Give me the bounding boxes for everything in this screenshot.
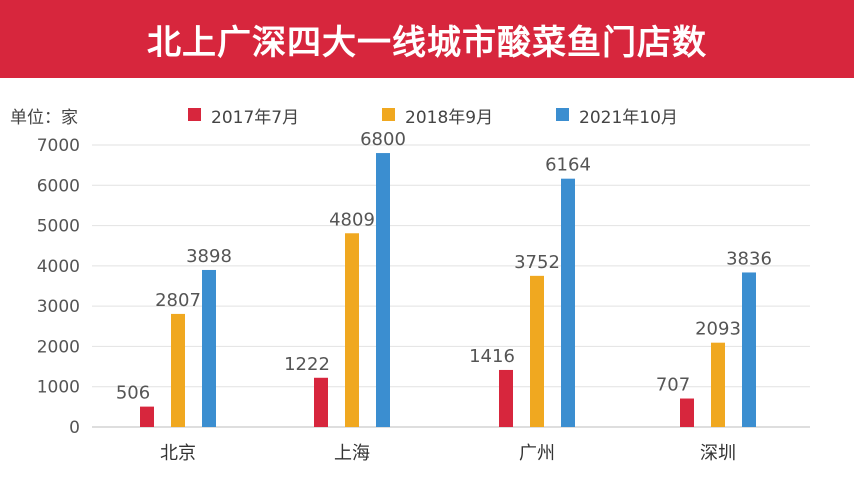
y-tick-label: 5000	[37, 217, 80, 237]
y-tick-label: 2000	[37, 337, 80, 357]
bar	[140, 406, 154, 427]
data-label: 707	[656, 375, 690, 396]
legend-label: 2017年7月	[211, 108, 299, 128]
bar	[314, 377, 328, 427]
data-label: 4809	[329, 209, 375, 230]
bar	[171, 313, 185, 427]
y-tick-label: 0	[69, 418, 80, 438]
data-label: 2093	[695, 319, 741, 340]
data-label: 6164	[545, 155, 591, 176]
y-tick-label: 3000	[37, 297, 80, 317]
y-tick-label: 7000	[37, 136, 80, 156]
chart-title: 北上广深四大一线城市酸菜鱼门店数	[147, 22, 707, 63]
legend-swatch	[188, 108, 201, 121]
x-category-label: 广州	[519, 443, 555, 464]
bar	[742, 272, 756, 427]
data-label: 3898	[186, 246, 232, 267]
data-label: 3836	[726, 248, 772, 269]
bar	[530, 275, 544, 427]
data-label: 506	[116, 383, 150, 404]
data-label: 1222	[284, 354, 330, 375]
data-label: 6800	[360, 129, 406, 150]
x-category-label: 北京	[160, 443, 196, 464]
title-bar: 北上广深四大一线城市酸菜鱼门店数	[0, 0, 854, 78]
bar	[202, 269, 216, 427]
data-label: 2807	[155, 290, 201, 311]
y-tick-label: 1000	[37, 378, 80, 398]
bar	[711, 342, 725, 427]
legend-swatch	[382, 108, 395, 121]
y-tick-label: 4000	[37, 257, 80, 277]
data-label: 3752	[514, 252, 560, 273]
x-category-label: 深圳	[700, 443, 736, 464]
bar	[561, 178, 575, 427]
x-category-label: 上海	[334, 443, 370, 464]
legend-swatch	[556, 108, 569, 121]
bar	[345, 233, 359, 427]
bar	[376, 153, 390, 428]
bar	[680, 398, 694, 427]
legend-label: 2018年9月	[405, 108, 493, 128]
unit-label: 单位：家	[10, 108, 78, 128]
bar	[499, 369, 513, 427]
data-label: 1416	[469, 346, 515, 367]
legend-label: 2021年10月	[579, 108, 678, 128]
y-tick-label: 6000	[37, 176, 80, 196]
